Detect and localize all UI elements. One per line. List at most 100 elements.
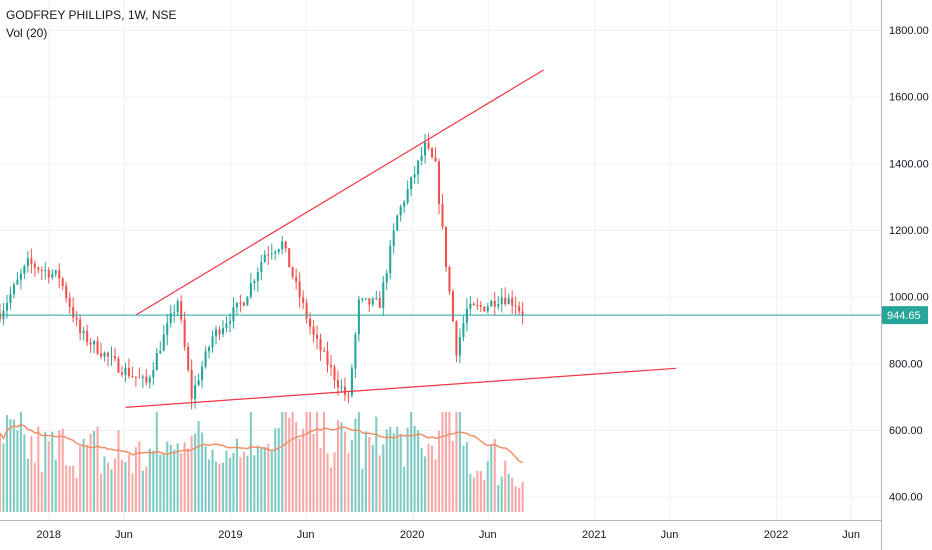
candle-body (103, 352, 106, 357)
candle-body (89, 342, 92, 345)
candle-body (521, 311, 524, 316)
y-tick-label: 800.00 (889, 358, 923, 370)
candle-body (166, 323, 169, 335)
symbol-title[interactable]: GODFREY PHILLIPS, 1W, NSE (6, 8, 177, 22)
candle-body (211, 336, 214, 348)
volume-bar (500, 476, 503, 512)
volume-bar (141, 470, 144, 512)
volume-bar (19, 412, 22, 512)
volume-bar (9, 419, 12, 512)
volume-bar (469, 473, 472, 512)
volume-bar (322, 412, 326, 512)
volume-bar (357, 412, 360, 512)
candle-body (93, 340, 96, 345)
volume-bar (134, 447, 137, 512)
candle-body (326, 350, 329, 366)
volume-bar (399, 434, 402, 512)
candle-body (389, 245, 392, 274)
trendline-upper (135, 69, 544, 316)
volume-bar (23, 434, 26, 512)
candle-body (5, 302, 9, 311)
drawings[interactable] (0, 69, 881, 408)
candle-body (451, 291, 454, 322)
y-tick-label: 1000.00 (889, 292, 929, 304)
candle-body (12, 284, 15, 295)
candle-body (110, 355, 113, 357)
volume-bar (26, 458, 29, 512)
candle-body (462, 323, 465, 338)
volume-bar (312, 433, 315, 512)
volume-bar (232, 452, 235, 512)
candle-body (235, 302, 238, 308)
candle-body (190, 369, 193, 399)
candle-body (476, 305, 479, 307)
volume-bar (218, 463, 221, 512)
volume-bar (47, 441, 50, 512)
candle-body (507, 298, 510, 305)
volume-bar (93, 431, 96, 512)
candle-body (183, 319, 186, 347)
x-tick-label: Jun (842, 529, 860, 541)
volume-bar (284, 412, 287, 512)
volume-bar (214, 461, 218, 512)
candle-body (197, 380, 200, 386)
candle-body (375, 297, 378, 299)
candle-body (256, 271, 259, 282)
candle-body (51, 273, 54, 278)
candle-body (96, 340, 99, 354)
candle-body (340, 386, 343, 388)
volume-bar (183, 442, 186, 512)
last-price-tag: 944.65 (882, 306, 928, 325)
volume-bar (152, 450, 155, 512)
volume-indicator-label[interactable]: Vol (20) (6, 26, 48, 40)
candle-body (382, 282, 385, 308)
candle-body (194, 385, 197, 399)
volume-bar (159, 454, 162, 512)
candle-body (169, 313, 172, 324)
volume-bar (483, 479, 486, 512)
candle-body (33, 263, 36, 268)
candle-body (159, 350, 162, 353)
volume-bar (267, 444, 270, 512)
volume-bar (333, 452, 336, 512)
candle-body (9, 294, 12, 303)
candle-body (305, 303, 308, 319)
volume-bar (329, 467, 333, 512)
candle-body (246, 296, 249, 306)
volume-bar (51, 431, 54, 512)
volume-bar (197, 421, 200, 512)
candle-body (500, 297, 503, 305)
volume-bar (472, 477, 475, 512)
candle-body (270, 253, 273, 255)
volume-bar (145, 466, 148, 512)
x-tick-label: 2021 (582, 529, 606, 541)
volume-bar (124, 462, 127, 512)
volume-bar (458, 412, 461, 512)
candle-body (420, 155, 423, 161)
volume-ma-line (0, 423, 523, 464)
candle-body (511, 298, 514, 306)
volume-bar (246, 455, 249, 512)
candle-body (430, 148, 434, 158)
price-axis[interactable]: 400.00 600.00 800.00 1000.00 1200.00 1400.00 1… (889, 25, 929, 504)
time-axis[interactable]: 2018 Jun 2019 Jun 2020 Jun 2021 Jun 2022 Jun (37, 529, 860, 541)
candle-body (361, 298, 364, 300)
volume-bar (410, 412, 413, 512)
candle-body (424, 142, 427, 156)
candle-body (47, 270, 50, 278)
volume-bar (465, 441, 468, 512)
candle-body (448, 266, 451, 292)
volume-bar (12, 419, 15, 512)
volume-bar (166, 441, 169, 512)
volume-bar (427, 443, 430, 512)
candle-body (322, 350, 326, 352)
volume-bar (295, 421, 298, 512)
volume-bar (169, 444, 172, 512)
volume-bar (5, 415, 9, 512)
volume-bar (354, 418, 357, 512)
volume-bar (89, 434, 92, 512)
volume-bar (316, 412, 319, 512)
volume-bar (486, 461, 489, 512)
volume-bar (417, 430, 420, 512)
